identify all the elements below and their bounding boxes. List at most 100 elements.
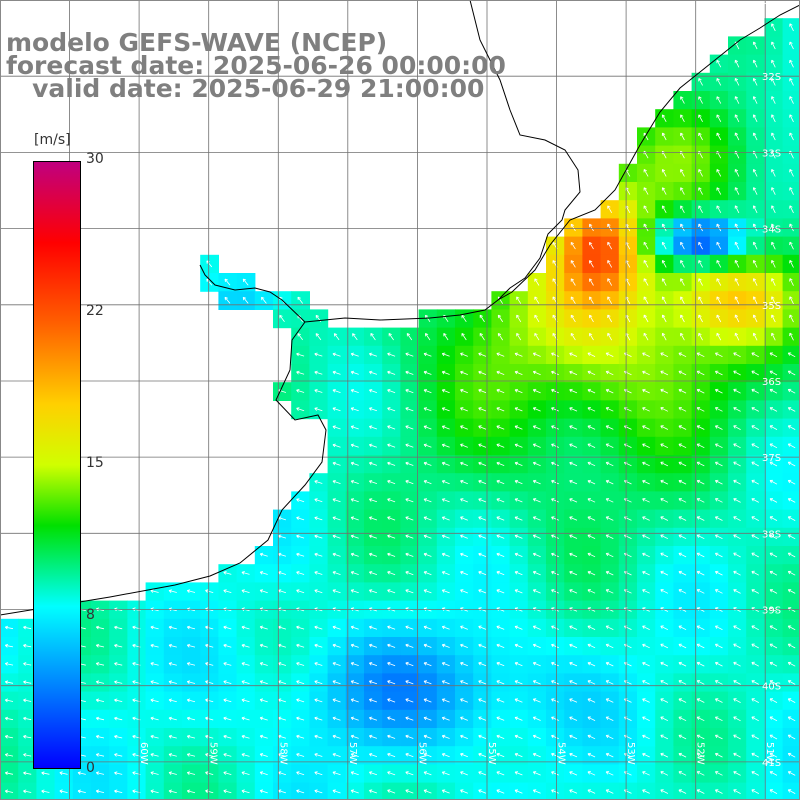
wind-speed-cell <box>491 782 511 800</box>
wind-arrow <box>350 498 359 503</box>
wind-speed-cell <box>782 382 800 401</box>
wind-arrow <box>751 625 759 631</box>
wind-speed-cell <box>637 782 656 800</box>
wind-arrow <box>23 698 32 703</box>
wind-arrow <box>769 352 778 358</box>
wind-arrow <box>441 461 450 466</box>
colorbar-tick-0: 0 <box>86 760 95 776</box>
wind-arrow <box>368 698 378 703</box>
wind-arrow <box>387 443 396 448</box>
wind-arrow <box>332 716 341 721</box>
wind-arrow <box>698 296 703 304</box>
wind-arrow <box>388 333 394 341</box>
wind-speed-cell <box>782 273 800 292</box>
wind-arrow <box>769 680 778 685</box>
wind-arrow <box>368 789 378 794</box>
wind-arrow <box>696 643 705 649</box>
wind-arrow <box>405 680 414 685</box>
wind-arrow <box>769 789 778 794</box>
wind-arrow <box>660 570 669 576</box>
wind-arrow <box>259 552 268 557</box>
wind-arrow <box>696 407 705 412</box>
wind-speed-cell <box>218 782 238 800</box>
wind-arrow <box>368 571 378 575</box>
wind-arrow <box>387 752 396 758</box>
wind-arrow <box>332 461 341 466</box>
wind-arrow <box>680 314 685 323</box>
wind-arrow <box>405 698 414 703</box>
wind-arrow <box>787 716 796 722</box>
wind-arrow <box>551 479 559 485</box>
wind-arrow <box>551 352 559 357</box>
longitude-label: 59W <box>208 742 219 765</box>
wind-arrow <box>771 241 776 250</box>
wind-arrow <box>186 662 196 666</box>
wind-arrow <box>514 370 523 375</box>
wind-arrow <box>751 771 759 776</box>
wind-arrow <box>4 771 14 775</box>
wind-arrow <box>441 589 450 594</box>
wind-arrow <box>296 789 305 794</box>
wind-arrow <box>387 516 396 521</box>
wind-arrow <box>4 753 14 757</box>
wind-arrow <box>387 625 396 630</box>
wind-arrow <box>716 296 722 304</box>
wind-arrow <box>551 443 559 448</box>
longitude-label: 58W <box>277 742 288 765</box>
wind-arrow <box>496 461 505 466</box>
wind-arrow <box>607 205 613 213</box>
wind-arrow <box>716 278 722 286</box>
wind-arrow <box>789 278 794 286</box>
wind-arrow <box>660 552 669 558</box>
latitude-label: 35S <box>762 301 781 312</box>
wind-arrow <box>314 370 323 375</box>
wind-arrow <box>787 352 796 358</box>
wind-arrow <box>423 498 432 503</box>
wind-arrow <box>205 753 214 757</box>
wind-arrow <box>314 680 323 685</box>
wind-arrow <box>441 443 450 448</box>
wind-arrow <box>405 443 414 448</box>
wind-arrow <box>423 534 432 539</box>
wind-speed-cell <box>746 782 765 800</box>
wind-arrow <box>441 643 450 648</box>
wind-arrow <box>350 589 359 594</box>
wind-arrow <box>441 352 450 357</box>
wind-arrow <box>698 132 703 141</box>
wind-speed-cell <box>782 218 800 238</box>
coastline-path <box>469 0 581 301</box>
wind-arrow <box>769 589 778 594</box>
wind-arrow <box>405 752 414 758</box>
wind-arrow <box>605 771 614 776</box>
wind-arrow <box>478 771 487 776</box>
wind-arrow <box>441 425 450 430</box>
wind-arrow <box>769 570 778 576</box>
wind-arrow <box>716 241 722 250</box>
wind-arrow <box>570 223 576 232</box>
wind-arrow <box>551 589 559 594</box>
wind-arrow <box>643 296 649 304</box>
wind-arrow <box>789 296 794 305</box>
wind-arrow <box>696 552 705 558</box>
wind-arrow <box>114 698 123 703</box>
wind-arrow <box>496 771 505 776</box>
wind-arrow <box>514 680 523 685</box>
wind-arrow <box>296 753 305 757</box>
wind-arrow <box>769 534 778 540</box>
wind-speed-cell <box>54 782 74 800</box>
wind-arrow <box>716 205 722 213</box>
wind-arrow <box>643 260 649 268</box>
wind-speed-cell <box>782 691 800 711</box>
wind-arrow <box>297 296 304 304</box>
wind-arrow <box>714 407 723 412</box>
wind-arrow <box>696 698 705 703</box>
wind-speed-colorbar <box>33 161 81 769</box>
wind-arrow <box>223 643 232 648</box>
wind-arrow <box>752 59 758 68</box>
wind-arrow <box>660 534 669 540</box>
wind-arrow <box>696 716 705 722</box>
wind-arrow <box>405 479 414 485</box>
wind-arrow <box>168 734 177 739</box>
wind-arrow <box>314 389 323 393</box>
wind-speed-cell <box>782 582 800 602</box>
